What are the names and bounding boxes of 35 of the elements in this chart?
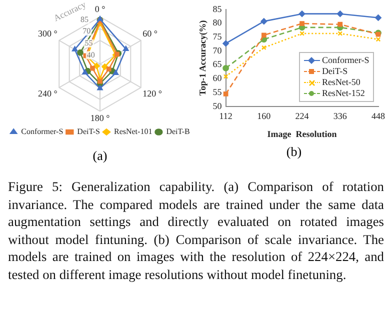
x-tick-label: 336 — [333, 111, 348, 122]
legend-label: DeiT-S — [77, 127, 100, 136]
y-axis-title: Top-1 Accuracy(%) — [198, 20, 208, 96]
x-tick-label: 112 — [219, 111, 232, 122]
legend-label: ResNet-50 — [320, 77, 362, 88]
y-tick-label: 65 — [212, 59, 222, 70]
y-tick-label: 40 — [86, 50, 95, 60]
legend-label: ResNet-101 — [114, 127, 152, 136]
y-tick-label: 80 — [212, 18, 222, 28]
x-axis-title: Image Resolution — [267, 128, 337, 139]
x-tick-label: 448 — [372, 111, 386, 122]
y-tick-label: 85 — [212, 4, 222, 14]
x-tick-label: 160 — [257, 111, 272, 122]
legend-label: ResNet-152 — [320, 88, 366, 100]
legend-label: Conformer-S — [21, 127, 64, 136]
spoke-label: 300 ° — [38, 28, 58, 38]
text: (a) — [92, 148, 108, 164]
text: (b) — [285, 144, 303, 160]
y-tick-label: 55 — [84, 38, 93, 48]
spoke-label: 120 ° — [142, 88, 162, 98]
spoke-label: 180 ° — [90, 112, 110, 123]
legend-label: Conformer-S — [320, 55, 370, 66]
caption: Figure 5: Generalization capability. (a) Comparison of rotation invariance. The compared models are trained under the same data augmentation settings and directly evaluated on rotated images without model fintuning. (b) Comparison of scale invariance. The models are trained on images with the resolution of 224×224, and tested on different image resolutions without model finetuning. — [8, 178, 384, 283]
x-tick-label: 224 — [295, 111, 310, 122]
spoke-label: 0 ° — [94, 4, 106, 14]
y-tick-label: 60 — [212, 73, 222, 84]
spoke-label: 240 ° — [38, 88, 58, 98]
y-tick-label: 55 — [212, 86, 222, 97]
y-tick-label: 75 — [212, 31, 222, 42]
y-tick-label: 50 — [212, 100, 222, 111]
legend-label: DeiT-S — [320, 66, 349, 78]
spoke-label: 60 ° — [142, 28, 158, 38]
y-tick-label: 70 — [82, 26, 91, 36]
y-tick-label: 70 — [212, 45, 222, 56]
legend-label: DeiT-B — [166, 127, 190, 136]
